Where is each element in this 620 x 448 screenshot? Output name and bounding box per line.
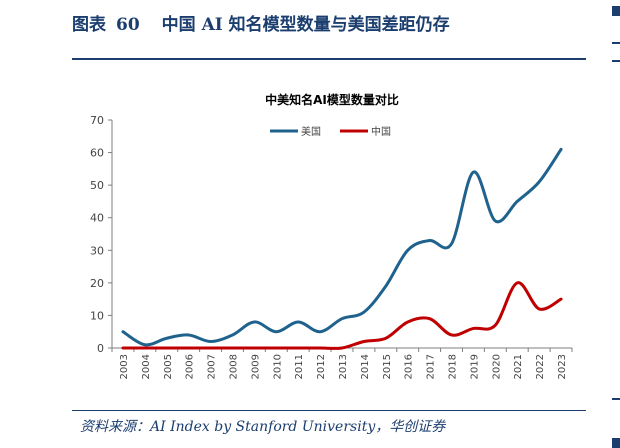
- figure-header: 图表 60 中国 AI 知名模型数量与美国差距仍存: [72, 10, 592, 40]
- x-tick-label: 2022: [535, 354, 546, 379]
- y-tick-label: 60: [90, 147, 104, 160]
- y-tick-label: 20: [90, 277, 104, 290]
- x-tick-label: 2004: [141, 354, 152, 379]
- x-tick-label: 2009: [250, 354, 261, 379]
- x-tick-label: 2021: [513, 354, 524, 379]
- y-tick-label: 10: [90, 309, 104, 322]
- series-line-us: [121, 147, 563, 347]
- x-tick-label: 2015: [382, 354, 393, 379]
- x-tick-label: 2003: [119, 354, 130, 379]
- figure-title: 中国 AI 知名模型数量与美国差距仍存: [161, 15, 450, 35]
- x-tick-label: 2018: [448, 354, 459, 379]
- x-tick-label: 2005: [163, 354, 174, 379]
- x-tick-label: 2013: [338, 354, 349, 379]
- x-tick-label: 2010: [272, 354, 283, 379]
- x-tick-label: 2011: [294, 354, 305, 379]
- y-tick-label: 40: [90, 212, 104, 225]
- series-line-china: [121, 281, 563, 350]
- header-rule: [72, 58, 586, 60]
- y-tick-label: 30: [90, 244, 104, 257]
- page-edge-marks: [610, 0, 620, 448]
- figure-number: 60: [116, 15, 140, 35]
- x-tick-label: 2008: [228, 354, 239, 379]
- chart-title: 中美知名AI模型数量对比: [265, 92, 399, 107]
- y-tick-label: 0: [97, 342, 104, 355]
- x-tick-label: 2017: [426, 354, 437, 379]
- x-tick-label: 2006: [185, 354, 196, 379]
- y-tick-label: 50: [90, 179, 104, 192]
- x-tick-label: 2014: [360, 354, 371, 379]
- x-tick-label: 2012: [316, 354, 327, 379]
- x-tick-label: 2019: [469, 354, 480, 379]
- legend-label: 美国: [301, 125, 321, 138]
- x-tick-label: 2023: [557, 354, 568, 379]
- footer-rule: [72, 410, 586, 411]
- x-tick-label: 2016: [404, 354, 415, 379]
- source-note: 资料来源：AI Index by Stanford University，华创证…: [80, 419, 446, 435]
- x-tick-label: 2007: [207, 354, 218, 379]
- figure-label: 图表: [72, 15, 106, 35]
- legend-label: 中国: [371, 125, 391, 138]
- y-tick-label: 70: [90, 114, 104, 127]
- x-tick-label: 2020: [491, 354, 502, 379]
